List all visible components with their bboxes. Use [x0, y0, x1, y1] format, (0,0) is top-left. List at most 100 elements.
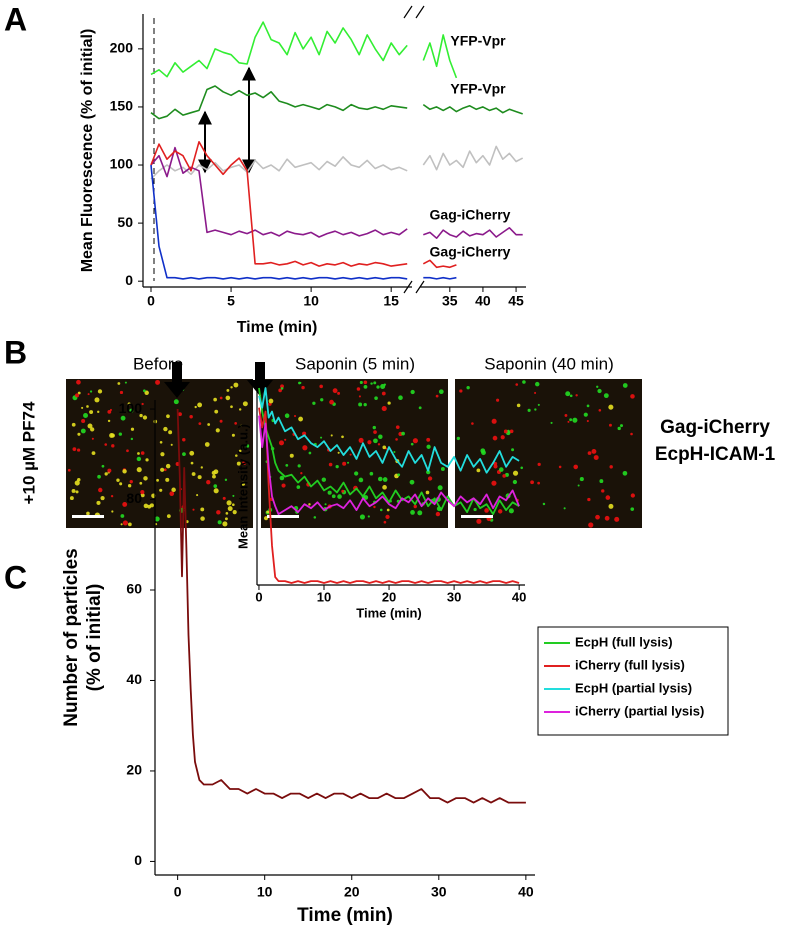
- particle: [386, 508, 390, 512]
- particle: [81, 418, 86, 424]
- particle: [284, 413, 290, 418]
- y-tick-label: 20: [126, 762, 142, 778]
- particle: [427, 476, 433, 481]
- particle: [313, 516, 317, 519]
- row-label: +10 µM PF74: [19, 401, 38, 504]
- particle: [363, 402, 367, 407]
- particle: [354, 471, 359, 476]
- particle: [508, 508, 514, 514]
- particle: [165, 477, 170, 482]
- particle: [480, 448, 486, 454]
- y-tick-label: 0: [134, 852, 142, 868]
- x-tick-label: 40: [475, 293, 491, 309]
- particle: [630, 432, 633, 436]
- particle: [300, 472, 303, 475]
- particle: [280, 384, 284, 389]
- particle: [308, 451, 312, 455]
- column-title: Before: [133, 354, 183, 373]
- particle: [591, 448, 597, 454]
- x-axis-label: Time (min): [356, 605, 422, 620]
- particle: [358, 395, 361, 398]
- particle: [398, 395, 403, 401]
- particle: [401, 431, 405, 436]
- particle: [140, 451, 145, 455]
- particle: [77, 448, 81, 452]
- particle: [142, 415, 148, 420]
- particle: [565, 391, 571, 397]
- particle: [83, 413, 89, 418]
- particle: [382, 477, 388, 482]
- particle: [129, 479, 133, 484]
- particle: [289, 453, 294, 458]
- particle: [320, 436, 323, 439]
- particle: [622, 383, 628, 388]
- particle: [169, 491, 175, 497]
- x-tick-label: 30: [447, 589, 461, 604]
- particle: [569, 418, 573, 422]
- particle: [97, 410, 100, 414]
- particle: [579, 477, 584, 482]
- particle: [598, 409, 602, 412]
- particle: [630, 394, 635, 399]
- data-line: [258, 407, 520, 584]
- particle: [522, 380, 526, 384]
- particle: [493, 464, 498, 469]
- particle: [71, 489, 76, 493]
- particle: [491, 418, 497, 424]
- particle: [614, 516, 620, 522]
- particle: [196, 494, 199, 497]
- particle: [471, 422, 474, 425]
- legend-box: [537, 626, 729, 736]
- y-axis-label: Number of particles: [61, 548, 82, 726]
- particle: [222, 521, 228, 527]
- particle: [224, 478, 228, 482]
- particle: [219, 396, 223, 400]
- break-marks: [403, 5, 425, 294]
- particle: [279, 475, 285, 481]
- particle: [129, 408, 134, 413]
- column-title: Saponin (40 min): [484, 354, 613, 373]
- particle: [410, 442, 414, 446]
- particle: [94, 397, 100, 403]
- particle: [200, 507, 205, 512]
- particle: [107, 419, 111, 423]
- particle: [573, 464, 579, 470]
- particle: [189, 450, 195, 456]
- particle: [266, 510, 270, 514]
- particle: [213, 488, 219, 494]
- particle: [512, 479, 518, 485]
- particle: [200, 466, 203, 469]
- particle: [89, 410, 94, 415]
- particle: [98, 487, 103, 493]
- particle: [159, 488, 163, 492]
- x-tick-label: 20: [382, 589, 396, 604]
- particle: [226, 388, 230, 392]
- particle: [596, 385, 599, 388]
- particle: [160, 452, 165, 457]
- particle: [329, 399, 334, 405]
- particle: [372, 425, 376, 430]
- particle: [376, 385, 380, 389]
- particle: [143, 389, 146, 393]
- particle: [381, 406, 387, 412]
- particle: [605, 495, 611, 500]
- x-tick-label: 10: [317, 589, 331, 604]
- particle: [492, 435, 498, 441]
- particle: [232, 494, 235, 497]
- particle: [71, 422, 76, 427]
- particle: [587, 497, 591, 502]
- particle: [166, 514, 171, 519]
- particle: [363, 384, 368, 389]
- particle: [330, 434, 333, 437]
- particle: [426, 444, 431, 449]
- data-line: [150, 141, 457, 269]
- particle: [75, 490, 79, 494]
- micrograph: [455, 379, 642, 528]
- particle: [367, 440, 372, 445]
- particle: [234, 422, 237, 425]
- particle: [383, 383, 387, 386]
- particle: [331, 494, 336, 499]
- particle: [90, 427, 95, 432]
- particle: [534, 391, 537, 394]
- particle: [87, 393, 90, 396]
